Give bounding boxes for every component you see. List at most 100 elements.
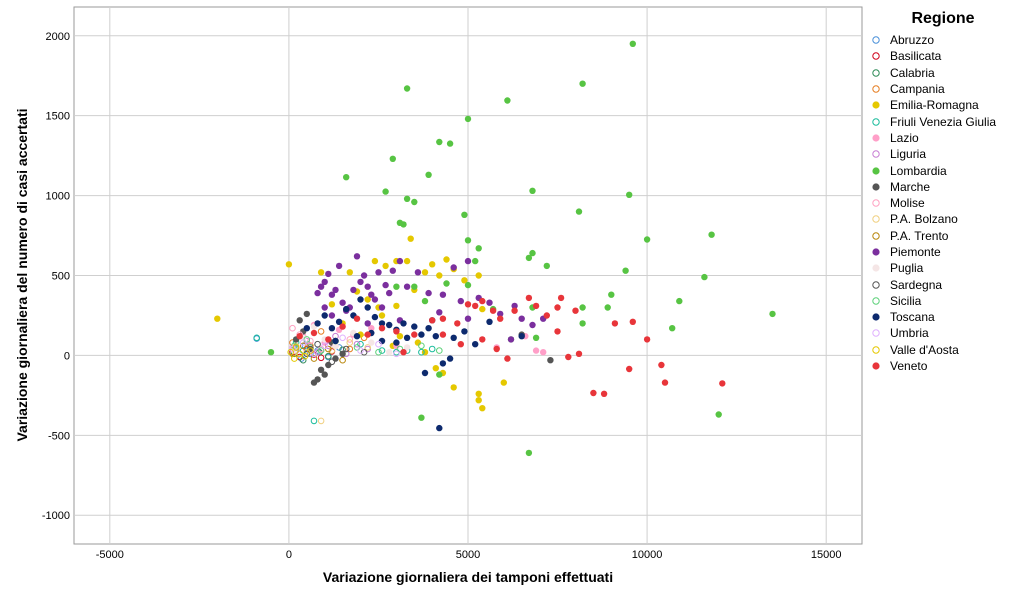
legend-item-friuli-venezia-giulia: Friuli Venezia Giulia [870,113,1020,129]
y-tick-label: 1000 [46,191,70,203]
data-point [497,310,504,318]
data-point [439,291,447,298]
data-point [400,320,407,327]
data-point [303,310,310,318]
data-point [643,236,651,243]
data-point [378,325,386,332]
data-point [565,353,572,361]
legend-label: Marche [890,179,931,194]
data-point [339,323,346,330]
data-point [446,140,454,147]
legend-items: Abruzzo Basilicata Calabria Campania Emilia-… [870,32,1020,374]
x-tick-label: 0 [286,549,292,561]
data-point [317,328,325,335]
data-point [439,315,447,322]
data-point [769,310,776,318]
data-point [493,345,500,353]
data-point [461,328,468,335]
data-point [411,283,418,290]
data-point [310,417,318,425]
data-point [335,318,343,325]
data-point [353,333,361,340]
x-tick-label: 10000 [632,549,663,561]
data-point [421,269,429,276]
data-point [357,278,364,286]
legend-marker [870,246,882,258]
series-sardegna [292,340,368,366]
legend-item-p-a-bolzano: P.A. Bolzano [870,211,1020,227]
data-point [421,369,429,377]
legend-marker [870,213,882,225]
legend-label: Sicilia [890,293,922,308]
data-point [296,350,304,358]
data-point [289,345,296,353]
data-point [443,256,450,263]
legend-marker [870,230,882,242]
legend-item-abruzzo: Abruzzo [870,32,1020,48]
legend-marker [870,148,882,160]
data-point [314,320,321,327]
data-point [289,324,296,332]
data-point [504,355,511,362]
data-point [418,348,425,356]
data-point [307,337,314,345]
legend-item-umbria: Umbria [870,325,1020,341]
data-point [364,296,371,303]
legend-marker [870,116,882,128]
data-point [299,342,307,350]
data-point [543,262,550,270]
data-point [328,325,336,332]
legend-marker [870,34,882,46]
legend-item-lombardia: Lombardia [870,162,1020,178]
data-point [475,397,482,404]
data-point [371,257,379,265]
data-point [375,340,382,348]
data-point [511,307,518,314]
data-point [629,40,636,47]
data-point [446,355,454,362]
data-point [529,187,536,194]
legend-label: Puglia [890,261,924,276]
data-point [400,221,407,228]
data-point [299,356,307,364]
data-point [357,296,364,303]
data-point [214,315,221,322]
data-point [396,345,404,353]
data-point [428,345,436,353]
data-point [489,307,497,314]
legend-item-piemonte: Piemonte [870,244,1020,260]
data-point [378,312,386,319]
data-point [429,317,436,324]
data-point [303,325,310,332]
legend-label: Valle d'Aosta [890,342,959,357]
legend-item-toscana: Toscana [870,309,1020,325]
data-point [479,297,486,305]
data-point [529,249,536,257]
data-point [371,296,379,303]
data-point [328,291,336,298]
data-point [321,342,329,350]
data-point [486,299,493,306]
data-point [346,336,354,343]
data-point [604,304,611,311]
data-point [328,358,336,366]
legend-marker [870,360,882,372]
y-tick-label: 1500 [46,111,70,123]
data-point [450,384,457,391]
legend-title: Regione [911,10,975,27]
data-point [529,321,536,329]
data-point [436,272,443,279]
data-point [532,334,540,341]
legend-label: Basilicata [890,49,942,64]
data-point [403,344,411,351]
data-point [464,301,472,308]
y-tick-label: -1000 [42,510,70,522]
legend-marker [870,50,882,62]
data-point [350,286,357,294]
data-point [317,417,325,425]
data-point [414,269,422,276]
data-point [611,320,619,327]
data-point [328,312,336,319]
data-point [328,301,336,308]
data-point [461,211,468,218]
